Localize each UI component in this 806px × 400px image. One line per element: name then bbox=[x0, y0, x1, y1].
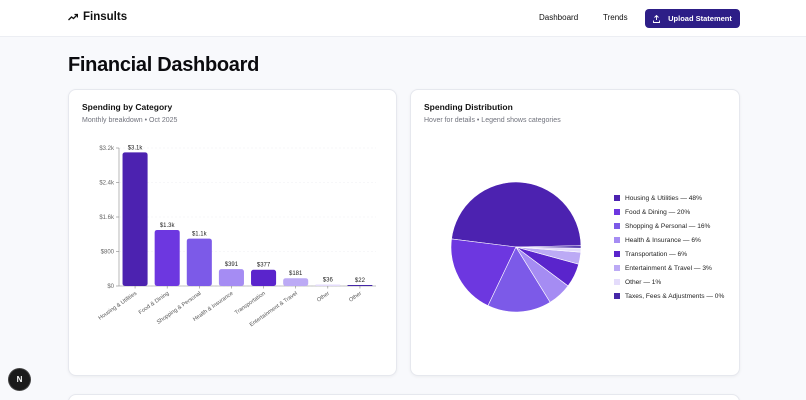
pie-slice[interactable] bbox=[451, 181, 582, 248]
pie-chart[interactable] bbox=[411, 90, 611, 377]
x-tick-label: Housing & Utilities bbox=[98, 291, 139, 322]
x-tick-label: Food & Dining bbox=[138, 291, 170, 316]
pie-slice[interactable] bbox=[450, 238, 517, 307]
bar[interactable] bbox=[122, 152, 148, 286]
trending-up-icon bbox=[68, 13, 78, 21]
x-tick-label: Transportation bbox=[234, 291, 267, 316]
legend-swatch bbox=[614, 209, 620, 215]
bar[interactable] bbox=[315, 284, 341, 286]
legend-label: Taxes, Fees & Adjustments — 0% bbox=[625, 292, 725, 300]
bar[interactable] bbox=[154, 229, 180, 286]
legend-swatch bbox=[614, 195, 620, 201]
bottom-card bbox=[68, 394, 740, 400]
bar-value-label: $22 bbox=[355, 278, 366, 284]
y-tick-label: $0 bbox=[107, 284, 114, 290]
card-title: Spending by Category bbox=[82, 102, 173, 112]
bar[interactable] bbox=[251, 269, 277, 286]
nav-link-dashboard[interactable]: Dashboard bbox=[539, 13, 579, 22]
card-title: Spending Distribution bbox=[424, 102, 513, 112]
brand[interactable]: Finsults bbox=[68, 11, 127, 23]
legend-swatch bbox=[614, 251, 620, 257]
bar-chart[interactable]: $0 $800 $1.6k $2.4k $3.2k $3.1k Housing & Util… bbox=[69, 90, 398, 377]
legend-item[interactable]: Health & Insurance — 6% bbox=[614, 233, 724, 247]
bar-value-label: $391 bbox=[225, 262, 239, 268]
x-tick-label: Other bbox=[348, 291, 363, 304]
upload-icon bbox=[653, 14, 661, 23]
bar-value-label: $36 bbox=[323, 277, 334, 283]
pie-legend: Housing & Utilities — 48% Food & Dining —… bbox=[614, 191, 724, 303]
legend-swatch bbox=[614, 223, 620, 229]
brand-name: Finsults bbox=[83, 11, 128, 23]
legend-label: Health & Insurance — 6% bbox=[625, 236, 701, 244]
legend-label: Entertainment & Travel — 3% bbox=[625, 264, 712, 272]
legend-item[interactable]: Shopping & Personal — 16% bbox=[614, 219, 724, 233]
card-subtitle: Monthly breakdown • Oct 2025 bbox=[82, 117, 178, 124]
page-title: Financial Dashboard bbox=[68, 54, 260, 76]
y-tick-label: $3.2k bbox=[99, 146, 115, 152]
spending-by-category-card: Spending by Category Monthly breakdown •… bbox=[68, 89, 397, 376]
pie-slice[interactable] bbox=[487, 246, 551, 313]
legend-item[interactable]: Entertainment & Travel — 3% bbox=[614, 261, 724, 275]
bar-value-label: $1.1k bbox=[192, 232, 208, 238]
pie-slice[interactable] bbox=[515, 245, 582, 249]
upload-statement-button[interactable]: Upload Statement bbox=[645, 9, 740, 28]
bar[interactable] bbox=[186, 238, 212, 286]
bar-value-label: $181 bbox=[289, 271, 303, 277]
y-tick-label: $1.6k bbox=[99, 215, 115, 221]
legend-item[interactable]: Other — 1% bbox=[614, 275, 724, 289]
bar[interactable] bbox=[347, 285, 373, 286]
legend-label: Other — 1% bbox=[625, 278, 662, 286]
legend-swatch bbox=[614, 279, 620, 285]
legend-label: Housing & Utilities — 48% bbox=[625, 194, 702, 202]
y-tick-label: $800 bbox=[101, 250, 115, 256]
dev-badge[interactable]: N bbox=[9, 369, 30, 390]
x-tick-label: Other bbox=[316, 291, 331, 304]
top-nav: Finsults Dashboard Trends Upload Stateme… bbox=[0, 0, 806, 37]
legend-label: Transportation — 6% bbox=[625, 250, 688, 258]
legend-swatch bbox=[614, 237, 620, 243]
legend-label: Shopping & Personal — 16% bbox=[625, 222, 711, 230]
bar[interactable] bbox=[218, 269, 244, 286]
legend-item[interactable]: Food & Dining — 20% bbox=[614, 205, 724, 219]
bar-value-label: $1.3k bbox=[160, 223, 176, 229]
card-subtitle: Hover for details • Legend shows categor… bbox=[424, 117, 561, 124]
legend-item[interactable]: Transportation — 6% bbox=[614, 247, 724, 261]
legend-item[interactable]: Housing & Utilities — 48% bbox=[614, 191, 724, 205]
legend-swatch bbox=[614, 293, 620, 299]
y-tick-label: $2.4k bbox=[99, 181, 115, 187]
legend-label: Food & Dining — 20% bbox=[625, 208, 691, 216]
legend-swatch bbox=[614, 265, 620, 271]
spending-distribution-card: Spending Distribution Hover for details … bbox=[410, 89, 740, 376]
bar[interactable] bbox=[283, 278, 309, 286]
bar-value-label: $3.1k bbox=[128, 145, 144, 151]
legend-item[interactable]: Taxes, Fees & Adjustments — 0% bbox=[614, 289, 724, 303]
upload-label: Upload Statement bbox=[668, 14, 732, 23]
nav-link-trends[interactable]: Trends bbox=[603, 13, 628, 22]
bar-value-label: $377 bbox=[257, 263, 271, 269]
